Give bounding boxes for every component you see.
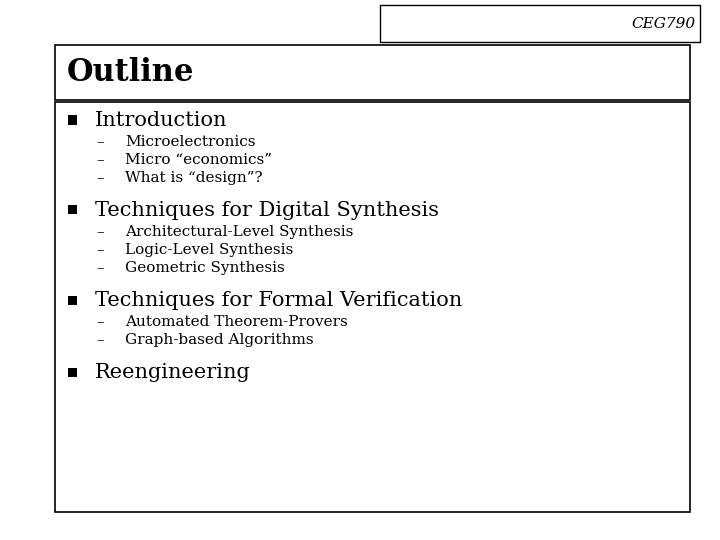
Text: –: – [96, 315, 104, 329]
Text: Outline: Outline [67, 57, 194, 88]
Text: –: – [96, 171, 104, 185]
Text: Automated Theorem-Provers: Automated Theorem-Provers [125, 315, 348, 329]
Text: –: – [96, 261, 104, 275]
Bar [68, 368, 77, 376]
Text: Microelectronics: Microelectronics [125, 135, 256, 149]
Text: –: – [96, 333, 104, 347]
Text: Techniques for Digital Synthesis: Techniques for Digital Synthesis [95, 200, 439, 219]
Text: Techniques for Formal Verification: Techniques for Formal Verification [95, 291, 462, 309]
Text: Graph-based Algorithms: Graph-based Algorithms [125, 333, 314, 347]
Text: Architectural-Level Synthesis: Architectural-Level Synthesis [125, 225, 354, 239]
Text: Logic-Level Synthesis: Logic-Level Synthesis [125, 243, 293, 257]
Text: –: – [96, 135, 104, 149]
Text: –: – [96, 153, 104, 167]
Text: CEG790: CEG790 [632, 17, 696, 30]
Text: Reengineering: Reengineering [95, 362, 251, 381]
FancyBboxPatch shape [55, 102, 690, 512]
Text: Micro “economics”: Micro “economics” [125, 153, 272, 167]
Text: What is “design”?: What is “design”? [125, 171, 263, 185]
FancyBboxPatch shape [55, 45, 690, 100]
Text: Introduction: Introduction [95, 111, 228, 130]
Bar [68, 295, 77, 305]
Bar [68, 206, 77, 214]
Text: –: – [96, 243, 104, 257]
FancyBboxPatch shape [380, 5, 700, 42]
Text: –: – [96, 225, 104, 239]
Bar [68, 116, 77, 125]
Text: Geometric Synthesis: Geometric Synthesis [125, 261, 284, 275]
